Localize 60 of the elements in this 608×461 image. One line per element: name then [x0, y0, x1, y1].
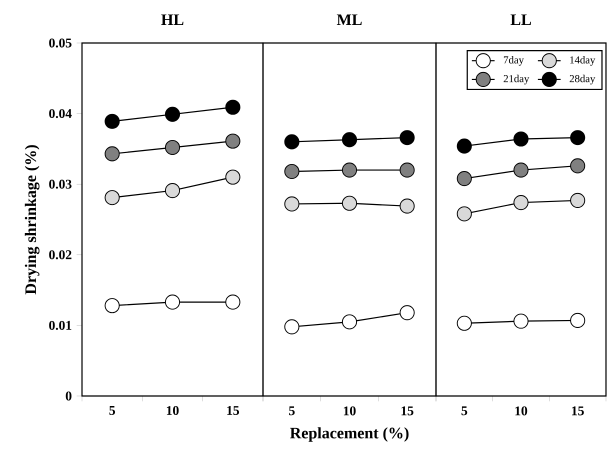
point: [400, 305, 415, 320]
point: [342, 132, 358, 148]
point: [164, 140, 180, 156]
point: [284, 164, 300, 180]
point: [400, 130, 415, 146]
x-tick-label: 10: [344, 406, 356, 416]
point: [513, 131, 529, 147]
point: [400, 198, 415, 214]
point: [456, 316, 472, 331]
point: [104, 114, 120, 129]
y-tick-label: 0.03: [49, 180, 72, 189]
chart-title: HL: [161, 14, 184, 25]
x-tick-label: 5: [109, 406, 116, 415]
x-tick-label: 15: [402, 406, 414, 416]
point: [164, 183, 180, 198]
y-tick-label: 0.01: [49, 320, 72, 330]
point: [342, 162, 358, 178]
point: [164, 106, 180, 122]
x-axis-title: Replacement (%): [290, 427, 409, 442]
point: [104, 298, 120, 314]
legend-label: 14day: [570, 56, 596, 66]
point: [225, 134, 240, 149]
point: [513, 314, 529, 329]
point: [400, 162, 415, 178]
x-tick-label: 10: [166, 406, 179, 416]
point: [342, 196, 358, 211]
point: [104, 146, 120, 162]
chart-title: ML: [336, 14, 362, 25]
point: [225, 100, 240, 115]
x-tick-label: 10: [515, 406, 528, 416]
point: [513, 162, 529, 178]
point: [570, 158, 586, 174]
point: [570, 312, 586, 328]
point: [164, 294, 180, 310]
point: [570, 130, 586, 146]
point: [342, 314, 358, 330]
x-tick-label: 5: [289, 406, 295, 416]
legend-label: 7day: [504, 56, 524, 66]
legend-label: 21day: [504, 74, 530, 84]
y-tick-label: 0: [66, 391, 72, 400]
y-tick-label: 0.02: [49, 250, 72, 260]
point: [456, 138, 472, 154]
x-tick-label: 5: [462, 406, 468, 416]
y-tick-label: 0.04: [49, 109, 72, 118]
point: [225, 170, 240, 185]
point: [104, 190, 120, 206]
point: [225, 294, 240, 310]
point: [284, 134, 300, 150]
x-tick-label: 15: [227, 406, 240, 415]
point: [513, 195, 529, 210]
point: [456, 206, 472, 222]
point: [284, 196, 300, 212]
y-tick-label: 0.05: [49, 38, 72, 48]
point: [456, 171, 472, 186]
x-tick-label: 15: [572, 406, 584, 416]
point: [284, 319, 300, 334]
legend-label: 28day: [570, 74, 596, 84]
y-axis-title: Drying shrinkage (%): [24, 145, 40, 294]
point: [570, 192, 586, 208]
chart-title: LL: [510, 14, 531, 25]
